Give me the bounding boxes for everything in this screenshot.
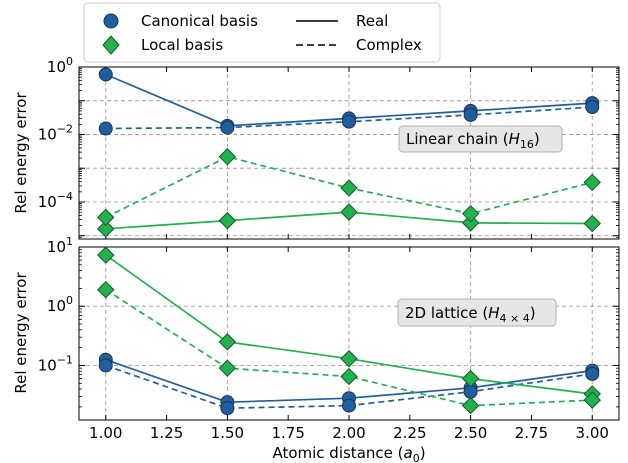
y-tick-label: 101 — [47, 235, 73, 256]
series-line-local-complex — [105, 288, 593, 407]
y-tick-label: 100 — [47, 294, 73, 315]
panel-1-series — [97, 67, 601, 238]
data-point-canonical — [585, 100, 600, 115]
legend: Canonical basis Local basis Real Complex — [83, 2, 441, 63]
data-point-local — [461, 204, 480, 223]
data-point-local — [340, 179, 358, 197]
data-point-canonical — [98, 358, 113, 373]
panel-1-annotation: Linear chain (H16) — [398, 125, 563, 153]
panel-2-y-tick-labels: 101 100 10−1 — [38, 235, 73, 374]
legend-marker-canonical — [103, 13, 119, 29]
panel-1-annotation-text: Linear chain (H16) — [406, 130, 540, 151]
panel-2-series — [97, 246, 601, 416]
y-tick-label: 10−4 — [38, 190, 73, 211]
data-point-local — [97, 220, 115, 238]
data-point-local — [583, 214, 601, 233]
panel-1-ticks — [79, 66, 619, 239]
data-point-local — [340, 350, 358, 368]
legend-label-local: Local basis — [141, 36, 223, 54]
x-tick-label: 1.25 — [150, 424, 183, 442]
y-tick-label: 100 — [47, 55, 73, 76]
data-point-canonical — [98, 67, 113, 82]
x-tick-label: 1.75 — [271, 424, 304, 442]
data-point-local — [218, 359, 237, 377]
legend-box — [83, 2, 441, 63]
data-point-canonical — [220, 401, 235, 416]
data-point-local — [97, 246, 115, 264]
data-point-local — [583, 173, 601, 192]
panel-1-annotation-box — [398, 125, 563, 153]
legend-label-real: Real — [356, 12, 388, 30]
data-point-local — [97, 208, 115, 227]
data-point-local — [218, 211, 237, 230]
panel-2-annotation-text: 2D lattice (H4 × 4) — [405, 304, 536, 325]
panel-2-annotation: 2D lattice (H4 × 4) — [397, 298, 557, 327]
data-point-canonical — [585, 366, 600, 381]
data-point-local — [97, 281, 115, 299]
y-tick-label: 10−2 — [38, 122, 73, 143]
panel-1-y-tick-labels: 100 10−2 10−4 — [38, 55, 73, 211]
x-tick-labels: 1.00 1.25 1.50 1.75 2.00 2.25 2.50 2.75 3.00 — [89, 424, 609, 442]
data-point-local — [340, 367, 358, 386]
panel-2-annotation-box — [397, 298, 557, 327]
data-point-canonical — [98, 121, 113, 136]
data-point-local — [583, 391, 601, 409]
data-point-canonical — [463, 107, 478, 122]
data-point-canonical — [342, 398, 356, 413]
panel-2-ylabel: Rel energy error — [12, 272, 30, 394]
panel-linear-chain: 100 10−2 10−4 Rel energy error Linear chai… — [12, 55, 620, 240]
data-point-local — [461, 369, 480, 388]
data-point-local — [218, 147, 237, 166]
x-axis-title: Atomic distance (a0) — [272, 444, 425, 463]
legend-label-complex: Complex — [356, 36, 422, 54]
data-point-local — [340, 203, 358, 221]
data-point-canonical — [342, 114, 356, 129]
x-tick-label: 1.50 — [211, 424, 244, 442]
x-tick-label: 2.25 — [393, 424, 426, 442]
panel-2d-lattice: 101 100 10−1 Rel energy error 2D lattice (… — [12, 235, 620, 421]
data-point-local — [461, 214, 480, 232]
panel-1-ylabel: Rel energy error — [12, 92, 30, 214]
legend-marker-local — [102, 35, 120, 55]
x-tick-label: 2.75 — [515, 424, 548, 442]
data-point-canonical — [220, 120, 235, 135]
legend-label-canonical: Canonical basis — [141, 12, 258, 30]
x-tick-label: 3.00 — [576, 424, 609, 442]
panel-2-ticks — [79, 246, 619, 420]
data-point-local — [218, 333, 237, 351]
y-tick-label: 10−1 — [38, 353, 73, 374]
data-point-local — [461, 396, 480, 415]
x-tick-label: 1.00 — [89, 424, 122, 442]
x-tick-label: 2.00 — [332, 424, 365, 442]
x-tick-label: 2.50 — [454, 424, 487, 442]
